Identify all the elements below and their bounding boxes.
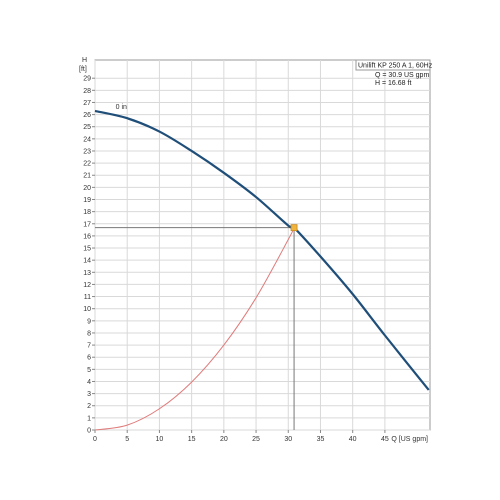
x-axis-title: Q [US gpm] xyxy=(391,436,428,443)
x-tick-label: 5 xyxy=(125,436,129,443)
y-tick-label: 0 xyxy=(87,428,91,435)
axis-ticks: 0123456789101112131415161718192021222324… xyxy=(83,76,389,443)
x-tick-label: 10 xyxy=(156,436,164,443)
y-tick-label: 14 xyxy=(83,258,91,265)
y-tick-label: 27 xyxy=(83,100,91,107)
y-tick-label: 10 xyxy=(83,306,91,313)
y-tick-label: 2 xyxy=(87,403,91,410)
y-tick-label: 1 xyxy=(87,415,91,422)
pump-model-label: Unilift KP 250 A 1, 60Hz xyxy=(358,63,433,70)
y-tick-label: 29 xyxy=(83,76,91,83)
y-tick-label: 22 xyxy=(83,161,91,168)
info-box: Unilift KP 250 A 1, 60Hz Q = 30.9 US gpm… xyxy=(355,59,433,87)
x-tick-label: 20 xyxy=(220,436,228,443)
y-tick-label: 23 xyxy=(83,148,91,155)
y-axis-unit: [ft] xyxy=(79,66,87,73)
y-tick-label: 17 xyxy=(83,221,91,228)
x-tick-label: 0 xyxy=(93,436,97,443)
y-tick-label: 7 xyxy=(87,343,91,350)
y-tick-label: 4 xyxy=(87,379,91,386)
y-tick-label: 26 xyxy=(83,112,91,119)
curve-label: 0 in xyxy=(116,104,127,111)
x-tick-label: 30 xyxy=(284,436,292,443)
system-curve xyxy=(94,227,295,431)
y-tick-label: 5 xyxy=(87,367,91,374)
y-tick-label: 18 xyxy=(83,209,91,216)
x-tick-label: 35 xyxy=(317,436,325,443)
head-readout: H = 16.68 ft xyxy=(375,80,411,87)
x-tick-label: 40 xyxy=(349,436,357,443)
y-tick-label: 28 xyxy=(83,88,91,95)
y-tick-label: 16 xyxy=(83,233,91,240)
y-tick-label: 6 xyxy=(87,355,91,362)
y-tick-label: 12 xyxy=(83,282,91,289)
flow-readout: Q = 30.9 US gpm xyxy=(375,72,429,79)
y-tick-label: 15 xyxy=(83,246,91,253)
y-tick-label: 3 xyxy=(87,391,91,398)
plot-area xyxy=(94,59,431,431)
pump-curve-line xyxy=(94,109,430,391)
y-tick-label: 8 xyxy=(87,330,91,337)
y-axis-title: H xyxy=(82,57,87,64)
series-lines xyxy=(94,109,430,431)
operating-point-marker xyxy=(290,224,298,232)
y-tick-label: 25 xyxy=(83,124,91,131)
y-tick-label: 24 xyxy=(83,136,91,143)
x-tick-label: 15 xyxy=(188,436,196,443)
y-tick-label: 21 xyxy=(83,173,91,180)
x-tick-label: 25 xyxy=(252,436,260,443)
y-tick-label: 20 xyxy=(83,185,91,192)
x-tick-label: 45 xyxy=(381,436,389,443)
y-tick-label: 9 xyxy=(87,318,91,325)
y-tick-label: 11 xyxy=(84,294,91,301)
info-box-frame xyxy=(355,59,431,71)
y-tick-label: 19 xyxy=(83,197,91,204)
operating-point-layer xyxy=(290,224,298,232)
y-tick-label: 13 xyxy=(83,270,91,277)
grid xyxy=(94,60,430,431)
